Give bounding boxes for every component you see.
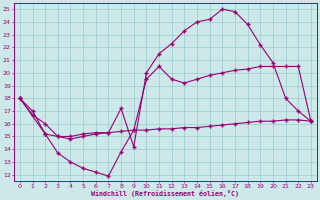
X-axis label: Windchill (Refroidissement éolien,°C): Windchill (Refroidissement éolien,°C) [92, 190, 239, 197]
